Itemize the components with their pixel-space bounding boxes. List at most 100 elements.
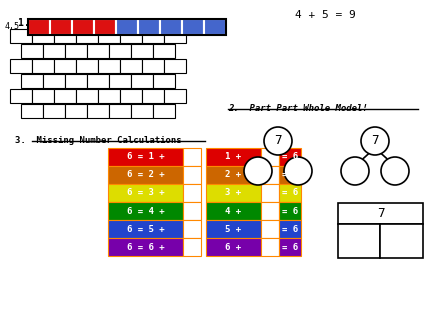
Bar (28, 19, 226, 35)
Bar (32, 89, 54, 103)
Bar (109, 104, 131, 118)
Bar (141, 89, 164, 103)
Bar (76, 29, 98, 43)
Bar (204, 19, 226, 35)
Bar (181, 19, 204, 35)
Circle shape (243, 157, 271, 185)
Bar (87, 104, 109, 118)
Bar (50, 19, 72, 35)
Text: 3 +: 3 + (225, 188, 241, 198)
Bar (206, 166, 260, 184)
Bar (260, 202, 278, 220)
Bar (131, 74, 153, 88)
Bar (87, 44, 109, 58)
Text: = 6: = 6 (281, 225, 297, 233)
Bar (278, 220, 300, 238)
Bar (153, 44, 174, 58)
Bar (10, 59, 32, 73)
Bar (183, 148, 201, 166)
Bar (21, 44, 43, 58)
Bar (21, 104, 43, 118)
Bar (43, 104, 65, 118)
Bar (28, 19, 50, 35)
Text: = 6: = 6 (281, 188, 297, 198)
Bar (65, 104, 87, 118)
Text: 4,5: 4,5 (5, 22, 20, 32)
Circle shape (340, 157, 368, 185)
Text: 2 +: 2 + (225, 170, 241, 180)
Bar (260, 238, 278, 256)
Text: 6 = 5 +: 6 = 5 + (126, 225, 164, 233)
Bar (43, 74, 65, 88)
Bar (98, 59, 120, 73)
Bar (337, 224, 380, 258)
Circle shape (360, 127, 388, 155)
Bar (54, 59, 76, 73)
Text: 7: 7 (376, 207, 383, 220)
Text: = 6: = 6 (281, 153, 297, 161)
Circle shape (263, 127, 291, 155)
Bar (109, 74, 131, 88)
Bar (337, 203, 422, 224)
Bar (32, 29, 54, 43)
Bar (206, 202, 260, 220)
Bar (120, 29, 141, 43)
Bar (164, 29, 186, 43)
Text: 5 +: 5 + (225, 225, 241, 233)
Bar (120, 89, 141, 103)
Text: = 6: = 6 (281, 243, 297, 251)
Bar (131, 104, 153, 118)
Text: = 6: = 6 (281, 170, 297, 180)
Text: 6 +: 6 + (225, 243, 241, 251)
Text: 6 = 6 +: 6 = 6 + (126, 243, 164, 251)
Bar (10, 29, 32, 43)
Bar (72, 19, 94, 35)
Bar (120, 59, 141, 73)
Bar (206, 220, 260, 238)
Bar (32, 59, 54, 73)
Bar (87, 74, 109, 88)
Text: 6 = 2 +: 6 = 2 + (126, 170, 164, 180)
Bar (206, 184, 260, 202)
Bar (141, 29, 164, 43)
Bar (54, 89, 76, 103)
Bar (141, 59, 164, 73)
Bar (278, 202, 300, 220)
Bar (206, 148, 260, 166)
Bar (108, 166, 183, 184)
Bar (131, 44, 153, 58)
Bar (278, 184, 300, 202)
Text: 6 = 4 +: 6 = 4 + (126, 206, 164, 215)
Bar (160, 19, 181, 35)
Bar (65, 44, 87, 58)
Bar (183, 202, 201, 220)
Bar (183, 220, 201, 238)
Bar (116, 19, 138, 35)
Bar (108, 148, 183, 166)
Bar (153, 74, 174, 88)
Bar (10, 89, 32, 103)
Bar (108, 238, 183, 256)
Text: 6 = 3 +: 6 = 3 + (126, 188, 164, 198)
Bar (278, 166, 300, 184)
Bar (260, 166, 278, 184)
Bar (108, 220, 183, 238)
Text: 6 = 1 +: 6 = 1 + (126, 153, 164, 161)
Bar (153, 104, 174, 118)
Text: 1 +: 1 + (225, 153, 241, 161)
Bar (164, 89, 186, 103)
Bar (76, 59, 98, 73)
Bar (54, 29, 76, 43)
Bar (65, 74, 87, 88)
Bar (21, 74, 43, 88)
Bar (98, 89, 120, 103)
Text: 2.  Part Part Whole Model!: 2. Part Part Whole Model! (227, 104, 367, 113)
Circle shape (283, 157, 311, 185)
Bar (94, 19, 116, 35)
Bar (260, 184, 278, 202)
Bar (206, 238, 260, 256)
Bar (278, 238, 300, 256)
Bar (183, 184, 201, 202)
Text: 4 + 5 = 9: 4 + 5 = 9 (294, 10, 355, 20)
Bar (108, 202, 183, 220)
